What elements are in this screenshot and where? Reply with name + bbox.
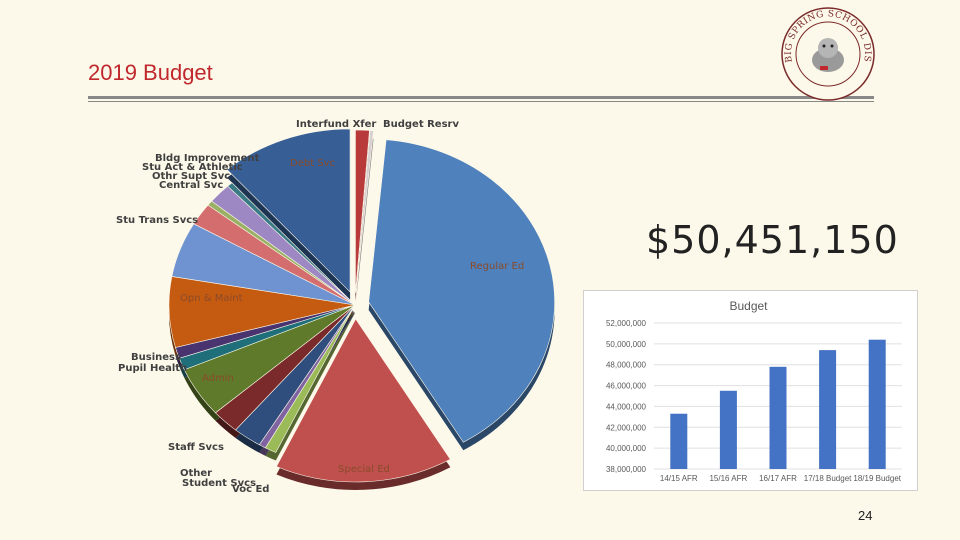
bar-0 xyxy=(670,413,688,469)
pie-slice-16 xyxy=(227,182,356,306)
bar-xtick-label: 14/15 AFR xyxy=(660,474,698,483)
pie-label-16: Bldg Improvement xyxy=(155,153,260,164)
bar-chart-title: Budget xyxy=(729,299,768,313)
bar-xtick-label: 18/19 Budget xyxy=(853,474,901,483)
pie-label-10: Business xyxy=(131,352,181,363)
bar-xtick-label: 15/16 AFR xyxy=(709,474,747,483)
pie-label-3: Special Ed xyxy=(338,464,390,475)
pie-label-9: Pupil Health xyxy=(118,363,187,374)
title-rule-thin xyxy=(88,101,874,102)
title-rule-thick xyxy=(88,96,874,99)
bar-1 xyxy=(719,390,737,469)
pie-label-13: Central Svc xyxy=(159,180,223,191)
bar-3 xyxy=(819,350,837,469)
pie-label-1: Budget Resrv xyxy=(383,119,459,130)
bar-xtick-label: 16/17 AFR xyxy=(759,474,797,483)
bar-ytick-label: 48,000,000 xyxy=(606,361,647,370)
pie-label-15: Stu Act & Athletic xyxy=(142,162,243,173)
pie-label-6: Other xyxy=(180,468,212,479)
pie-label-7: Staff Svcs xyxy=(168,442,224,453)
bar-ytick-label: 44,000,000 xyxy=(606,402,647,411)
bar-ytick-label: 52,000,000 xyxy=(606,319,647,328)
bar-ytick-label: 40,000,000 xyxy=(606,444,647,453)
pie-label-17: Debt Svc xyxy=(290,158,335,169)
pie-slice-1 xyxy=(355,130,374,294)
pie-label-5: Student Svcs xyxy=(182,478,256,489)
bar-ytick-label: 42,000,000 xyxy=(606,423,647,432)
district-logo: BIG SPRING SCHOOL DISTRICT xyxy=(780,6,875,101)
page-number: 24 xyxy=(858,508,873,523)
bar-chart: Budget 52,000,000 50,000,000 48,000,000 46,0… xyxy=(583,290,918,491)
pie-label-4: Voc Ed xyxy=(232,484,269,495)
slide-title: 2019 Budget xyxy=(88,60,213,85)
pie-slice-3 xyxy=(276,318,451,483)
pie-label-14: Othr Supt Svc xyxy=(152,171,230,182)
pie-slice-0 xyxy=(355,129,370,294)
pie-label-8: Admin xyxy=(202,373,234,384)
bar-ytick-label: 38,000,000 xyxy=(606,465,647,474)
pie-label-0: Interfund Xfer xyxy=(296,119,376,130)
pie-label-12: Stu Trans Svcs xyxy=(116,215,198,226)
pie-label-11: Opn & Maint xyxy=(180,293,243,304)
bar-ytick-label: 50,000,000 xyxy=(606,340,647,349)
bar-xtick-label: 17/18 Budget xyxy=(804,474,852,483)
pie-slice-2 xyxy=(368,139,555,443)
pie-slice-side-1 xyxy=(356,138,374,302)
bar-2 xyxy=(769,366,787,469)
bar-4 xyxy=(868,339,886,469)
bar-ytick-label: 46,000,000 xyxy=(606,382,647,391)
pie-label-2: Regular Ed xyxy=(470,261,524,272)
pie-slice-17 xyxy=(226,128,351,293)
budget-total: $50,451,150 xyxy=(646,218,899,262)
